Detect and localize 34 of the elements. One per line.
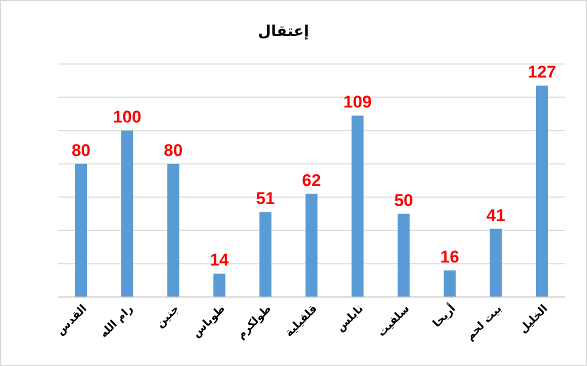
- bar: [167, 164, 180, 297]
- x-tick-label: سلفيت: [374, 302, 412, 340]
- bar: [259, 212, 272, 297]
- x-tick-label: القدس: [54, 302, 90, 338]
- bar: [444, 270, 456, 297]
- bar: [75, 164, 88, 297]
- data-label: 100: [112, 108, 142, 127]
- data-label: 62: [302, 170, 321, 190]
- x-tick-label: الخليل: [516, 302, 550, 336]
- bar: [306, 194, 318, 297]
- data-label: 51: [256, 189, 275, 208]
- bar: [490, 228, 502, 297]
- x-tick-label: رام الله: [97, 302, 136, 340]
- data-label: 41: [486, 206, 506, 225]
- data-label: 14: [210, 250, 230, 270]
- data-label: 16: [440, 247, 460, 266]
- bar: [398, 214, 410, 297]
- x-tick-label: طولكرم: [234, 302, 274, 342]
- bar: [536, 86, 548, 297]
- data-label: 109: [343, 92, 372, 112]
- bar: [121, 130, 134, 297]
- x-tick-label: نابلس: [334, 302, 366, 334]
- data-label: 127: [528, 62, 556, 82]
- x-tick-label: قلقيلية: [282, 302, 320, 340]
- bar: [352, 116, 364, 297]
- data-label: 50: [394, 190, 414, 210]
- data-label: 80: [72, 140, 91, 160]
- data-label: 80: [164, 140, 183, 160]
- x-tick-label: بيت لحم: [463, 302, 504, 343]
- x-tick-label: جنين: [153, 302, 182, 330]
- x-tick-label: طوباس: [190, 302, 228, 340]
- bar: [213, 274, 226, 297]
- chart-title: إعتقال: [258, 22, 309, 40]
- x-tick-label: أريحا: [430, 301, 458, 330]
